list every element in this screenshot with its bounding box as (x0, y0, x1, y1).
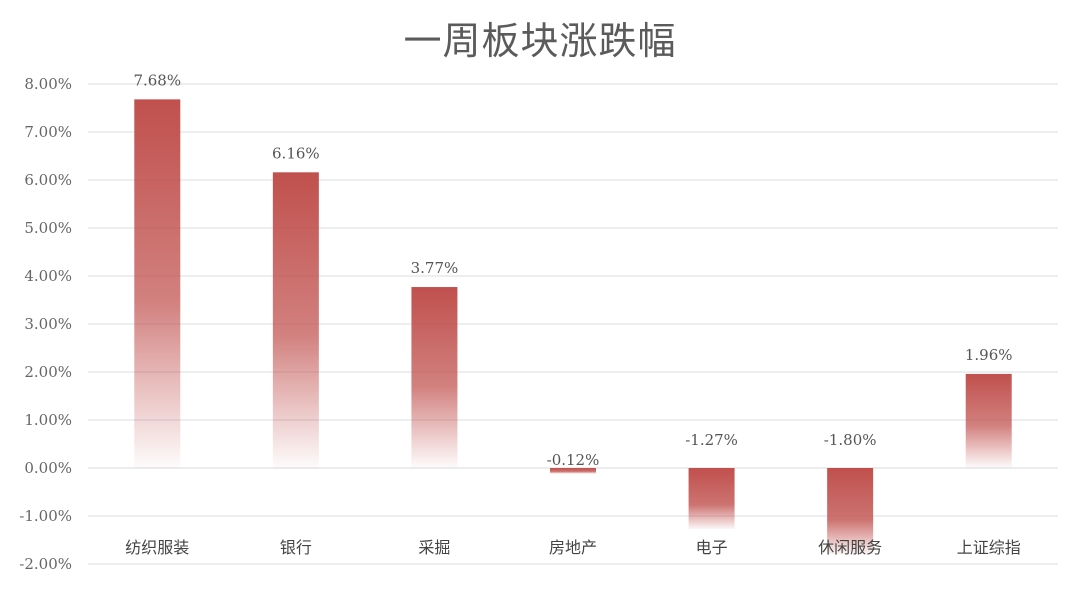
bar (550, 468, 596, 474)
y-tick-label: 3.00% (24, 315, 72, 333)
y-tick-label: 7.00% (24, 123, 72, 141)
data-label: 3.77% (411, 259, 459, 277)
y-tick-label: -1.00% (19, 507, 72, 525)
y-tick-label: -2.00% (19, 555, 72, 573)
y-tick-label: 5.00% (24, 219, 72, 237)
y-axis-ticks: 8.00% 7.00% 6.00% 5.00% 4.00% 3.00% 2.00% 1.00%… (19, 75, 72, 573)
bar (688, 468, 735, 529)
y-tick-label: 1.00% (24, 411, 72, 429)
data-label: 7.68% (133, 71, 181, 89)
data-label: 6.16% (272, 144, 320, 162)
data-labels: 7.68% 6.16% 3.77% -0.12% -1.27% -1.80% 1.96% (133, 71, 1012, 469)
bar (134, 99, 181, 469)
x-category-label: 房地产 (549, 538, 597, 557)
x-category-label: 电子 (696, 538, 728, 557)
x-category-label: 上证综指 (957, 538, 1021, 557)
chart-title: 一周板块涨跌幅 (403, 19, 676, 63)
bar (272, 172, 319, 468)
bar (965, 373, 1012, 468)
x-category-label: 休闲服务 (818, 538, 882, 557)
grid-layer (88, 83, 1058, 565)
y-tick-label: 0.00% (24, 459, 72, 477)
x-category-label: 采掘 (418, 538, 450, 557)
data-label: -0.12% (547, 451, 600, 469)
data-label: 1.96% (965, 346, 1013, 364)
bar (827, 468, 874, 555)
x-axis-labels: 纺织服装 银行 采掘 房地产 电子 休闲服务 上证综指 (125, 538, 1020, 557)
data-label: -1.80% (824, 431, 877, 449)
bars (134, 99, 1012, 555)
x-category-label: 纺织服装 (125, 538, 189, 557)
bar (411, 287, 458, 468)
y-tick-label: 6.00% (24, 171, 72, 189)
y-tick-label: 2.00% (24, 363, 72, 381)
y-tick-label: 4.00% (24, 267, 72, 285)
data-label: -1.27% (685, 431, 738, 449)
y-tick-label: 8.00% (24, 75, 72, 93)
x-category-label: 银行 (280, 538, 312, 557)
